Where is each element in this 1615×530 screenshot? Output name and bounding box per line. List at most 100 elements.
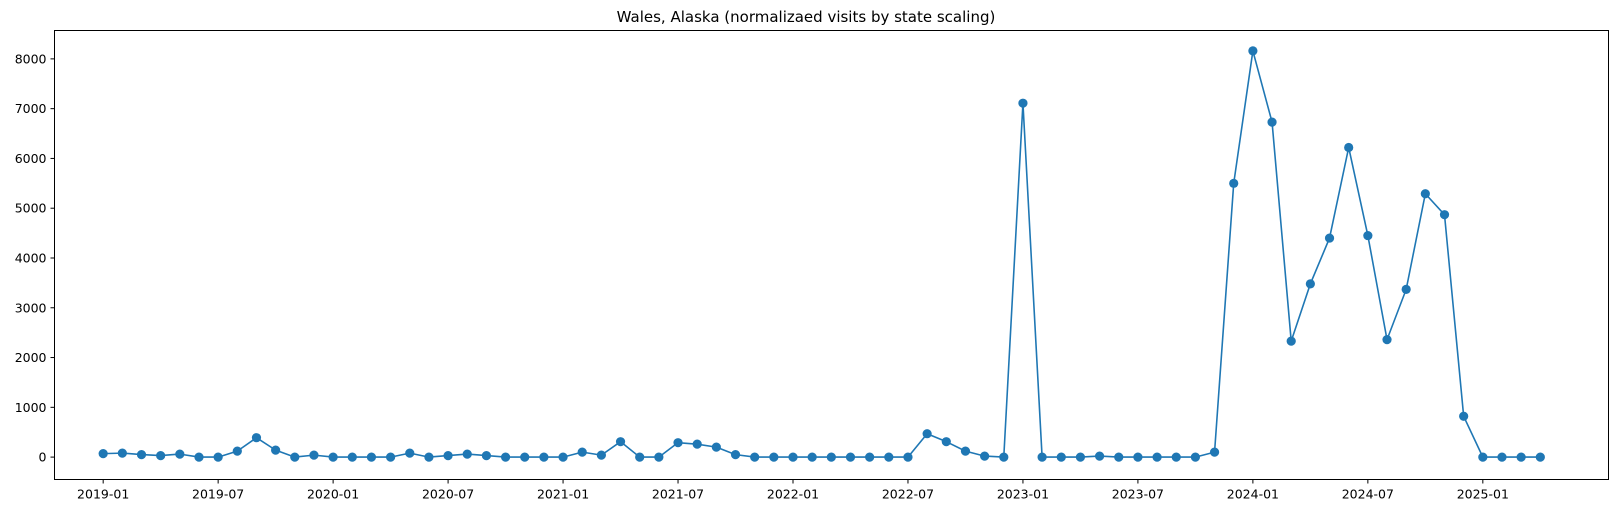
x-tick-label: 2021-07 <box>652 487 704 502</box>
data-point <box>98 449 108 459</box>
data-point <box>1363 230 1373 241</box>
x-tick-label: 2021-01 <box>537 487 589 502</box>
data-point <box>807 452 817 462</box>
data-point <box>845 452 856 462</box>
data-point <box>1459 411 1469 421</box>
x-tick-label: 2024-07 <box>1342 487 1394 502</box>
x-tick-label: 2024-01 <box>1227 487 1279 502</box>
data-point <box>1382 335 1392 345</box>
data-point <box>1190 452 1200 462</box>
y-axis: 0 1000 2000 3000 4000 5000 6000 7000 8000 <box>15 51 55 465</box>
data-point <box>500 452 511 462</box>
data-point <box>1209 447 1220 457</box>
data-point <box>481 451 492 461</box>
data-point <box>1133 452 1143 462</box>
series-layer <box>98 46 1545 462</box>
data-point <box>1037 452 1047 462</box>
data-point <box>309 450 319 460</box>
x-tick-label: 2019-07 <box>192 487 244 502</box>
data-point <box>730 450 741 460</box>
x-tick-label: 2019-01 <box>77 487 129 502</box>
data-point <box>175 449 185 459</box>
data-point <box>826 452 836 462</box>
plot-area-frame <box>54 30 1609 480</box>
x-axis: 2019-01 2019-07 2020-01 2020-07 2021-01 2021-… <box>77 479 1509 502</box>
data-point <box>635 452 645 462</box>
data-point <box>136 450 147 460</box>
data-point <box>232 446 242 456</box>
data-point <box>156 451 166 461</box>
data-point <box>577 447 587 457</box>
data-point <box>1114 452 1124 462</box>
y-tick-label: 1000 <box>15 400 47 415</box>
data-point <box>903 452 913 462</box>
data-point <box>386 452 396 462</box>
data-point <box>1152 452 1162 462</box>
data-point <box>654 452 664 462</box>
data-point <box>1439 210 1450 220</box>
data-point <box>865 452 875 462</box>
data-point <box>788 452 798 462</box>
x-tick-label: 2020-07 <box>422 487 474 502</box>
data-point <box>884 452 894 462</box>
data-point <box>1344 142 1354 153</box>
data-point <box>673 438 683 448</box>
data-point <box>366 452 377 462</box>
data-point <box>424 452 434 462</box>
data-point <box>1075 452 1086 462</box>
series-line <box>103 50 1541 458</box>
data-point <box>922 429 932 439</box>
data-point <box>1324 233 1335 243</box>
x-tick-label: 2022-07 <box>882 487 934 502</box>
data-point <box>1171 452 1181 462</box>
data-point <box>290 452 300 462</box>
data-point <box>405 448 415 458</box>
data-point <box>213 452 223 462</box>
data-point <box>999 452 1009 462</box>
data-point <box>1497 452 1507 462</box>
data-point <box>1267 117 1277 127</box>
data-point <box>462 449 472 459</box>
x-tick-label: 2023-01 <box>997 487 1049 502</box>
data-point <box>711 442 721 452</box>
data-point <box>117 448 127 458</box>
data-point <box>960 446 971 456</box>
data-point <box>347 452 357 462</box>
data-point <box>1229 178 1239 188</box>
data-point <box>1516 452 1526 462</box>
data-point <box>692 439 702 449</box>
data-point <box>1535 452 1545 462</box>
data-point <box>328 452 338 462</box>
data-point <box>615 437 626 447</box>
x-tick-label: 2025-01 <box>1457 487 1509 502</box>
y-tick-label: 8000 <box>15 51 47 66</box>
data-point <box>1420 189 1430 199</box>
y-tick-label: 2000 <box>15 350 47 365</box>
y-tick-label: 4000 <box>15 250 47 265</box>
data-point <box>271 445 281 455</box>
data-point <box>251 433 262 443</box>
chart-title: Wales, Alaska (normalizaed visits by sta… <box>617 8 996 26</box>
data-point <box>1478 452 1488 462</box>
data-point <box>769 452 779 462</box>
data-point <box>520 452 530 462</box>
x-tick-label: 2022-01 <box>767 487 819 502</box>
data-point <box>1248 46 1258 56</box>
data-point <box>443 451 453 461</box>
y-tick-label: 0 <box>39 450 47 465</box>
y-tick-label: 6000 <box>15 151 47 166</box>
data-point <box>1401 284 1411 294</box>
y-tick-label: 7000 <box>15 101 47 116</box>
data-point <box>1056 452 1066 462</box>
data-point <box>1305 279 1315 289</box>
x-tick-label: 2020-01 <box>307 487 359 502</box>
data-point <box>941 437 951 447</box>
data-point <box>1286 336 1296 346</box>
data-point <box>750 452 760 462</box>
data-point <box>1018 98 1028 108</box>
data-point <box>194 452 204 462</box>
data-point <box>1094 451 1105 461</box>
data-point <box>539 452 549 462</box>
